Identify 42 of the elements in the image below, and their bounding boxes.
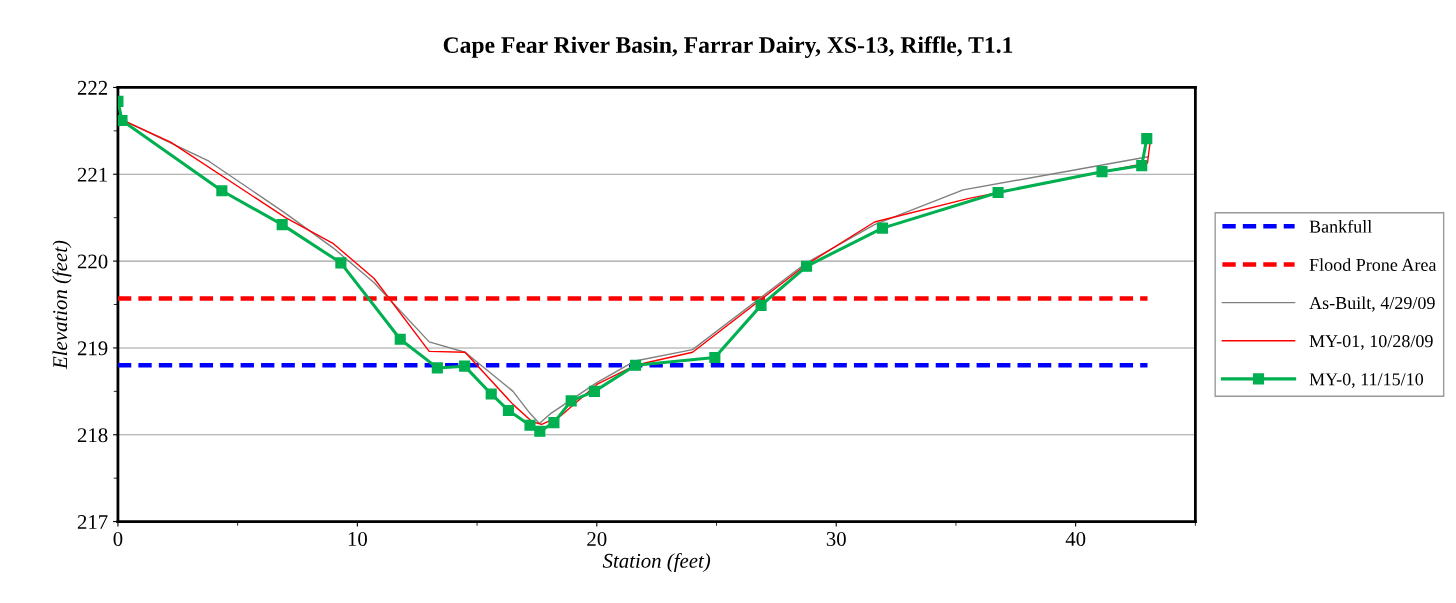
point	[502, 404, 515, 417]
x-tick-label: 0	[113, 531, 123, 546]
y-axis-title: Elevation (feet)	[52, 240, 72, 370]
point	[485, 388, 497, 400]
point	[876, 222, 888, 234]
point	[534, 425, 546, 437]
y-tick-label: 220	[77, 254, 108, 269]
y-tick-label: 219	[77, 341, 108, 356]
point	[755, 299, 767, 311]
point	[394, 333, 406, 345]
legend-label: Bankfull	[1309, 219, 1372, 233]
point	[800, 260, 813, 272]
point	[630, 359, 642, 371]
point	[459, 360, 471, 372]
legend-label: MY-01, 10/28/09	[1309, 335, 1433, 350]
point	[524, 419, 536, 431]
x-tick-label: 40	[1065, 531, 1086, 546]
y-tick-label: 221	[77, 167, 107, 182]
point	[588, 385, 600, 397]
point	[276, 219, 288, 231]
point	[335, 257, 347, 269]
legend-label: Flood Prone Area	[1309, 258, 1437, 271]
x-tick-label: 10	[348, 531, 367, 546]
point	[565, 395, 577, 407]
point	[1136, 160, 1148, 172]
point	[992, 186, 1004, 199]
point	[548, 417, 560, 429]
point	[216, 185, 228, 197]
chart-title: Cape Fear River Basin, Farrar Dairy, XS-13, Riffle, T1.1	[443, 36, 1013, 58]
point	[117, 114, 128, 126]
legend-label: MY-0, 11/15/10	[1309, 373, 1424, 388]
y-tick-label: 222	[77, 80, 108, 95]
y-tick-label: 218	[77, 428, 108, 443]
point	[709, 351, 721, 364]
x-axis-title: Station (feet)	[602, 552, 711, 573]
point	[1096, 166, 1108, 178]
x-tick-label: 30	[826, 531, 846, 546]
point	[1141, 133, 1153, 145]
x-tick-label: 20	[587, 531, 607, 546]
y-tick-label: 217	[77, 515, 108, 529]
legend-label: As-Built, 4/29/09	[1309, 296, 1435, 312]
point	[431, 362, 443, 374]
